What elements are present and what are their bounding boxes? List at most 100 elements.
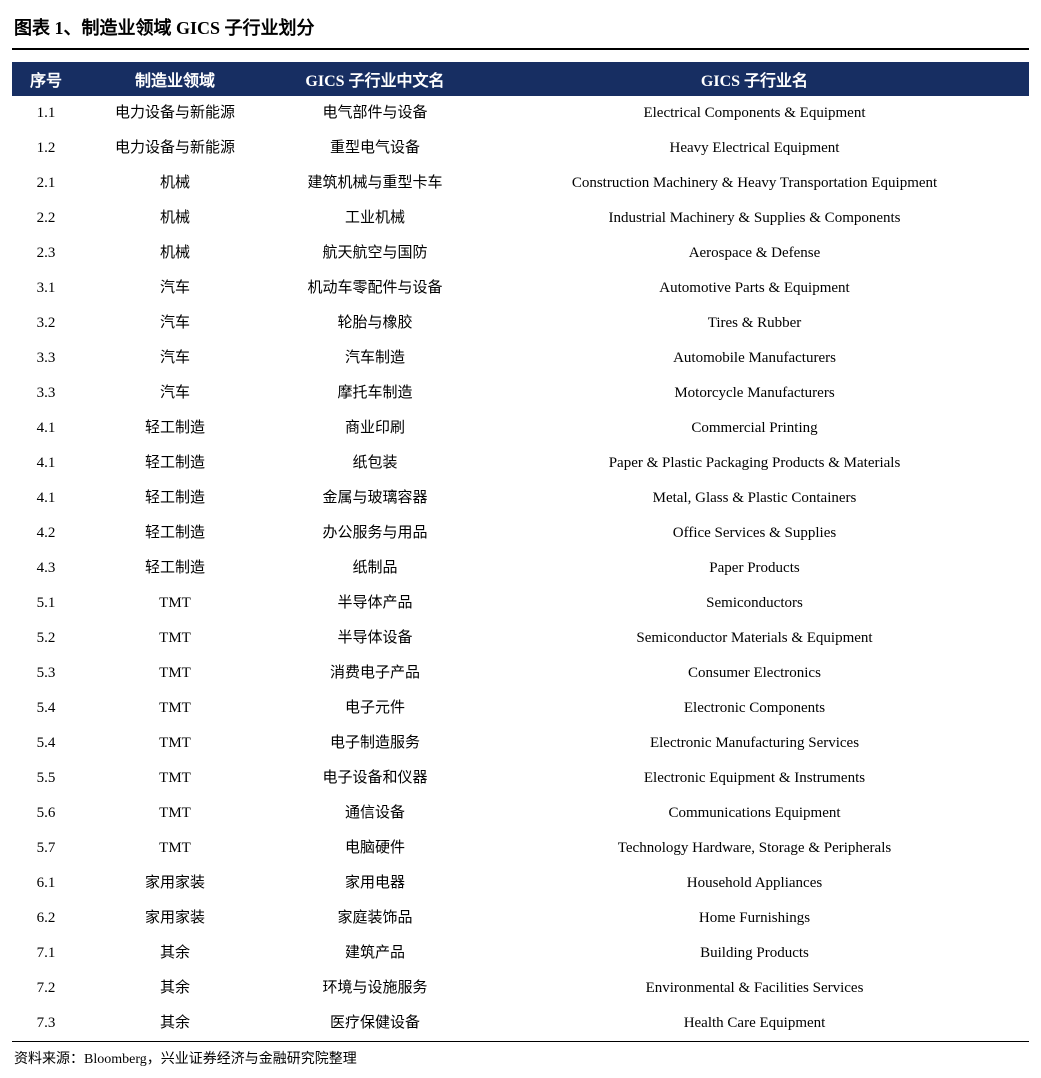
table-header-row: 序号 制造业领域 GICS 子行业中文名 GICS 子行业名 [12, 62, 1029, 96]
cell-en: Semiconductors [480, 586, 1029, 621]
table-row: 3.2汽车轮胎与橡胶Tires & Rubber [12, 306, 1029, 341]
cell-en: Tires & Rubber [480, 306, 1029, 341]
cell-cn: 摩托车制造 [270, 376, 480, 411]
table-row: 5.4TMT电子元件Electronic Components [12, 691, 1029, 726]
cell-seq: 2.1 [12, 166, 80, 201]
table-row: 5.5TMT电子设备和仪器Electronic Equipment & Inst… [12, 761, 1029, 796]
cell-seq: 5.5 [12, 761, 80, 796]
cell-en: Paper & Plastic Packaging Products & Mat… [480, 446, 1029, 481]
cell-seq: 5.4 [12, 726, 80, 761]
table-row: 4.1轻工制造金属与玻璃容器Metal, Glass & Plastic Con… [12, 481, 1029, 516]
cell-en: Home Furnishings [480, 901, 1029, 936]
cell-en: Environmental & Facilities Services [480, 971, 1029, 1006]
table-row: 4.3轻工制造纸制品Paper Products [12, 551, 1029, 586]
cell-domain: 轻工制造 [80, 481, 270, 516]
cell-domain: 汽车 [80, 376, 270, 411]
cell-domain: 轻工制造 [80, 516, 270, 551]
cell-en: Building Products [480, 936, 1029, 971]
table-row: 7.3其余医疗保健设备Health Care Equipment [12, 1006, 1029, 1042]
source-note: 资料来源：Bloomberg，兴业证券经济与金融研究院整理 [12, 1042, 1029, 1068]
cell-seq: 4.1 [12, 411, 80, 446]
col-header-en: GICS 子行业名 [480, 62, 1029, 96]
cell-domain: 家用家装 [80, 866, 270, 901]
cell-seq: 4.3 [12, 551, 80, 586]
cell-domain: 其余 [80, 1006, 270, 1042]
cell-seq: 3.3 [12, 376, 80, 411]
cell-en: Metal, Glass & Plastic Containers [480, 481, 1029, 516]
cell-cn: 纸包装 [270, 446, 480, 481]
cell-cn: 半导体产品 [270, 586, 480, 621]
cell-en: Construction Machinery & Heavy Transport… [480, 166, 1029, 201]
cell-domain: TMT [80, 831, 270, 866]
cell-seq: 5.6 [12, 796, 80, 831]
table-row: 6.1家用家装家用电器Household Appliances [12, 866, 1029, 901]
table-row: 7.1其余建筑产品Building Products [12, 936, 1029, 971]
cell-cn: 机动车零配件与设备 [270, 271, 480, 306]
cell-cn: 建筑产品 [270, 936, 480, 971]
cell-cn: 汽车制造 [270, 341, 480, 376]
table-row: 5.3TMT消费电子产品Consumer Electronics [12, 656, 1029, 691]
cell-seq: 5.4 [12, 691, 80, 726]
cell-seq: 2.2 [12, 201, 80, 236]
cell-seq: 5.3 [12, 656, 80, 691]
cell-en: Health Care Equipment [480, 1006, 1029, 1042]
cell-cn: 消费电子产品 [270, 656, 480, 691]
cell-cn: 医疗保健设备 [270, 1006, 480, 1042]
cell-seq: 5.2 [12, 621, 80, 656]
table-row: 1.2电力设备与新能源重型电气设备Heavy Electrical Equipm… [12, 131, 1029, 166]
table-row: 5.7TMT电脑硬件Technology Hardware, Storage &… [12, 831, 1029, 866]
table-row: 5.1TMT半导体产品Semiconductors [12, 586, 1029, 621]
table-row: 2.1机械建筑机械与重型卡车Construction Machinery & H… [12, 166, 1029, 201]
cell-en: Motorcycle Manufacturers [480, 376, 1029, 411]
table-row: 2.3机械航天航空与国防Aerospace & Defense [12, 236, 1029, 271]
cell-seq: 7.2 [12, 971, 80, 1006]
cell-seq: 4.2 [12, 516, 80, 551]
cell-cn: 金属与玻璃容器 [270, 481, 480, 516]
cell-domain: TMT [80, 621, 270, 656]
cell-en: Commercial Printing [480, 411, 1029, 446]
gics-table: 序号 制造业领域 GICS 子行业中文名 GICS 子行业名 1.1电力设备与新… [12, 62, 1029, 1042]
cell-domain: 轻工制造 [80, 551, 270, 586]
cell-domain: 轻工制造 [80, 446, 270, 481]
cell-domain: 其余 [80, 971, 270, 1006]
cell-domain: TMT [80, 656, 270, 691]
cell-cn: 纸制品 [270, 551, 480, 586]
cell-seq: 1.1 [12, 96, 80, 131]
cell-cn: 重型电气设备 [270, 131, 480, 166]
col-header-domain: 制造业领域 [80, 62, 270, 96]
table-row: 4.1轻工制造商业印刷Commercial Printing [12, 411, 1029, 446]
cell-en: Automotive Parts & Equipment [480, 271, 1029, 306]
cell-domain: 汽车 [80, 271, 270, 306]
cell-cn: 电子设备和仪器 [270, 761, 480, 796]
table-body: 1.1电力设备与新能源电气部件与设备Electrical Components … [12, 96, 1029, 1042]
cell-en: Automobile Manufacturers [480, 341, 1029, 376]
table-row: 4.2轻工制造办公服务与用品Office Services & Supplies [12, 516, 1029, 551]
cell-domain: TMT [80, 761, 270, 796]
col-header-cn: GICS 子行业中文名 [270, 62, 480, 96]
cell-domain: 机械 [80, 166, 270, 201]
table-row: 3.1汽车机动车零配件与设备Automotive Parts & Equipme… [12, 271, 1029, 306]
cell-domain: TMT [80, 586, 270, 621]
cell-en: Household Appliances [480, 866, 1029, 901]
cell-domain: TMT [80, 726, 270, 761]
cell-domain: TMT [80, 691, 270, 726]
col-header-seq: 序号 [12, 62, 80, 96]
cell-cn: 电气部件与设备 [270, 96, 480, 131]
cell-domain: 机械 [80, 201, 270, 236]
cell-domain: 家用家装 [80, 901, 270, 936]
cell-domain: 其余 [80, 936, 270, 971]
cell-cn: 电子制造服务 [270, 726, 480, 761]
cell-cn: 电子元件 [270, 691, 480, 726]
cell-cn: 家用电器 [270, 866, 480, 901]
cell-seq: 6.1 [12, 866, 80, 901]
cell-seq: 6.2 [12, 901, 80, 936]
cell-en: Electrical Components & Equipment [480, 96, 1029, 131]
cell-en: Office Services & Supplies [480, 516, 1029, 551]
cell-en: Consumer Electronics [480, 656, 1029, 691]
table-row: 6.2家用家装家庭装饰品Home Furnishings [12, 901, 1029, 936]
cell-domain: 机械 [80, 236, 270, 271]
cell-seq: 4.1 [12, 481, 80, 516]
cell-en: Aerospace & Defense [480, 236, 1029, 271]
table-row: 5.6TMT通信设备Communications Equipment [12, 796, 1029, 831]
cell-en: Electronic Manufacturing Services [480, 726, 1029, 761]
